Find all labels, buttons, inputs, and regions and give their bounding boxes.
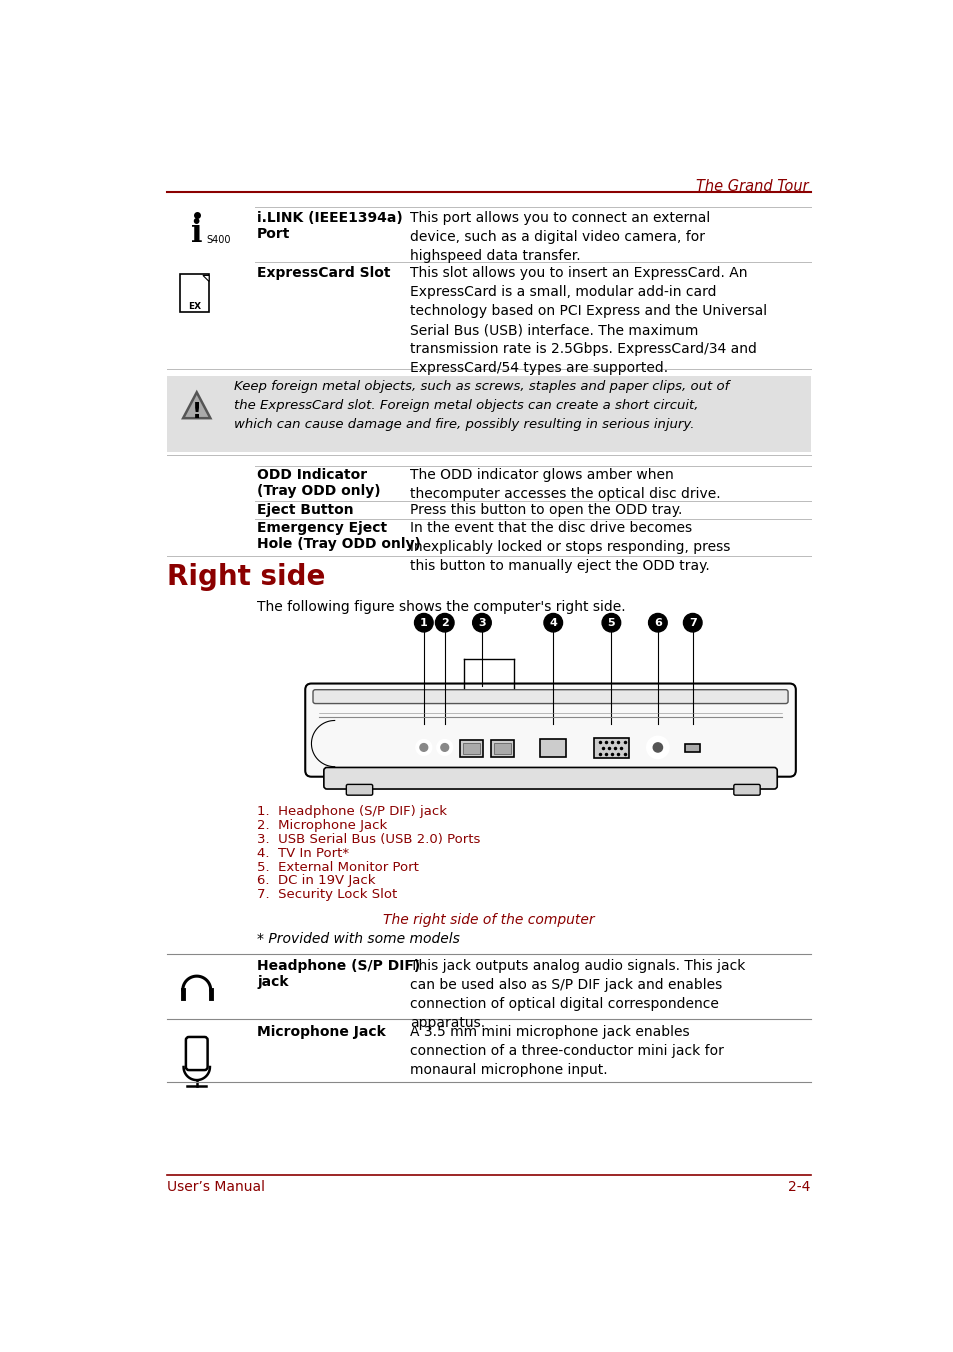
FancyBboxPatch shape xyxy=(463,742,480,753)
Text: Press this button to open the ODD tray.: Press this button to open the ODD tray. xyxy=(410,503,681,518)
Text: 3.  USB Serial Bus (USB 2.0) Ports: 3. USB Serial Bus (USB 2.0) Ports xyxy=(257,833,480,846)
Text: Right side: Right side xyxy=(167,562,325,591)
Text: The right side of the computer: The right side of the computer xyxy=(383,913,594,927)
Text: ExpressCard Slot: ExpressCard Slot xyxy=(257,266,391,280)
FancyBboxPatch shape xyxy=(179,274,209,312)
Circle shape xyxy=(472,614,491,631)
FancyBboxPatch shape xyxy=(593,738,629,758)
Text: This slot allows you to insert an ExpressCard. An
ExpressCard is a small, modula: This slot allows you to insert an Expres… xyxy=(410,266,766,375)
Circle shape xyxy=(543,614,562,631)
Text: 7.  Security Lock Slot: 7. Security Lock Slot xyxy=(257,888,397,902)
Text: Eject Button: Eject Button xyxy=(257,503,354,518)
Text: 2: 2 xyxy=(440,618,448,627)
Circle shape xyxy=(646,737,668,758)
Text: 2.  Microphone Jack: 2. Microphone Jack xyxy=(257,819,387,831)
Polygon shape xyxy=(183,392,211,418)
Text: * Provided with some models: * Provided with some models xyxy=(257,933,459,946)
Text: 1: 1 xyxy=(419,618,427,627)
Text: Emergency Eject
Hole (Tray ODD only): Emergency Eject Hole (Tray ODD only) xyxy=(257,521,420,552)
Text: 6: 6 xyxy=(653,618,661,627)
FancyBboxPatch shape xyxy=(186,1037,208,1069)
Text: S400: S400 xyxy=(206,235,231,246)
FancyBboxPatch shape xyxy=(305,684,795,776)
FancyBboxPatch shape xyxy=(346,784,373,795)
Text: 7: 7 xyxy=(688,618,696,627)
Circle shape xyxy=(435,614,454,631)
Text: A 3.5 mm mini microphone jack enables
connection of a three-conductor mini jack : A 3.5 mm mini microphone jack enables co… xyxy=(410,1025,723,1076)
Text: In the event that the disc drive becomes
inexplicably locked or stops responding: In the event that the disc drive becomes… xyxy=(410,521,729,573)
Text: i.LINK (IEEE1394a)
Port: i.LINK (IEEE1394a) Port xyxy=(257,211,402,241)
Text: ODD Indicator
(Tray ODD only): ODD Indicator (Tray ODD only) xyxy=(257,468,380,498)
Text: Microphone Jack: Microphone Jack xyxy=(257,1025,386,1038)
Text: 4: 4 xyxy=(549,618,557,627)
Text: The Grand Tour: The Grand Tour xyxy=(696,180,808,195)
Text: The ODD indicator glows amber when
thecomputer accesses the optical disc drive.: The ODD indicator glows amber when theco… xyxy=(410,468,720,500)
FancyBboxPatch shape xyxy=(684,745,700,752)
Text: 5.  External Monitor Port: 5. External Monitor Port xyxy=(257,861,418,873)
Circle shape xyxy=(416,740,431,756)
Text: 2-4: 2-4 xyxy=(787,1180,810,1194)
Circle shape xyxy=(440,744,448,752)
Text: Keep foreign metal objects, such as screws, staples and paper clips, out of
the : Keep foreign metal objects, such as scre… xyxy=(233,380,728,431)
Circle shape xyxy=(682,614,701,631)
Circle shape xyxy=(653,742,661,752)
FancyBboxPatch shape xyxy=(539,740,566,757)
Text: i: i xyxy=(191,218,202,249)
FancyBboxPatch shape xyxy=(459,740,483,757)
FancyBboxPatch shape xyxy=(494,742,511,753)
Text: 1.  Headphone (S/P DIF) jack: 1. Headphone (S/P DIF) jack xyxy=(257,806,447,818)
Text: 5: 5 xyxy=(607,618,615,627)
FancyBboxPatch shape xyxy=(167,376,810,452)
Text: User’s Manual: User’s Manual xyxy=(167,1180,265,1194)
FancyBboxPatch shape xyxy=(733,784,760,795)
Text: Headphone (S/P DIF)
jack: Headphone (S/P DIF) jack xyxy=(257,959,420,990)
Text: This port allows you to connect an external
device, such as a digital video came: This port allows you to connect an exter… xyxy=(410,211,709,262)
FancyBboxPatch shape xyxy=(323,768,777,790)
Circle shape xyxy=(436,740,452,756)
Text: This jack outputs analog audio signals. This jack
can be used also as S/P DIF ja: This jack outputs analog audio signals. … xyxy=(410,959,744,1030)
Text: The following figure shows the computer's right side.: The following figure shows the computer'… xyxy=(257,599,625,614)
Text: !: ! xyxy=(192,402,202,422)
FancyBboxPatch shape xyxy=(313,690,787,703)
Polygon shape xyxy=(203,276,209,281)
Text: 4.  TV In Port*: 4. TV In Port* xyxy=(257,846,349,860)
Circle shape xyxy=(415,614,433,631)
Circle shape xyxy=(648,614,666,631)
FancyBboxPatch shape xyxy=(491,740,514,757)
Circle shape xyxy=(419,744,427,752)
Text: 6.  DC in 19V Jack: 6. DC in 19V Jack xyxy=(257,875,375,887)
Text: 3: 3 xyxy=(477,618,485,627)
Text: EX: EX xyxy=(188,303,201,311)
Circle shape xyxy=(601,614,620,631)
